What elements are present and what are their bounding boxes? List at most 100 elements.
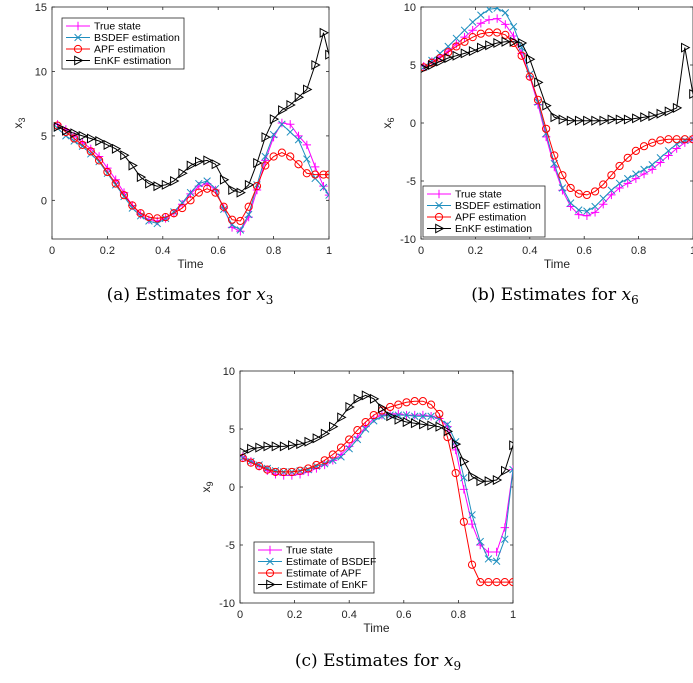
- data-point-a-0: [277, 118, 287, 128]
- data-point-c-3: [345, 401, 355, 412]
- data-point-b-0: [476, 19, 486, 28]
- series-line-a-3: [57, 32, 329, 194]
- caption-a-prefix: (a) Estimates for: [107, 285, 257, 305]
- data-point-a-2: [94, 156, 104, 165]
- y-tick-label: 5: [41, 131, 47, 143]
- data-point-a-0: [310, 162, 320, 172]
- data-point-a-3: [103, 139, 113, 150]
- data-point-a-3: [111, 143, 122, 154]
- x-tick-label: 0.8: [631, 245, 646, 257]
- caption-b-var: x: [622, 285, 632, 305]
- data-point-a-3: [228, 184, 238, 196]
- caption-a-var: x: [256, 285, 266, 305]
- legend-swatch-marker: [265, 568, 275, 578]
- data-point-c-1: [345, 444, 353, 453]
- y-axis-var-a: x: [11, 123, 25, 129]
- data-point-b-2: [656, 136, 665, 145]
- data-point-a-1: [319, 183, 328, 192]
- data-point-a-3: [261, 132, 271, 143]
- data-point-a-2: [269, 152, 278, 161]
- data-point-b-1: [591, 202, 599, 211]
- data-point-b-1: [648, 161, 656, 169]
- data-point-a-1: [186, 188, 195, 197]
- data-point-c-2: [418, 397, 428, 406]
- data-point-b-2: [639, 142, 649, 151]
- data-point-b-2: [688, 135, 693, 144]
- caption-c-var: x: [444, 651, 454, 671]
- data-point-b-3: [574, 115, 585, 126]
- legend-entry: APF estimation: [94, 44, 165, 56]
- data-point-c-1: [509, 465, 513, 474]
- data-point-c-0: [377, 410, 387, 420]
- y-tick-label: 5: [410, 60, 416, 72]
- data-point-c-1: [492, 557, 501, 565]
- data-point-b-3: [599, 115, 609, 126]
- data-point-b-1: [681, 136, 689, 145]
- data-point-b-1: [583, 207, 591, 215]
- data-point-a-2: [70, 134, 79, 143]
- data-point-c-0: [394, 409, 403, 419]
- data-point-c-3: [279, 441, 290, 452]
- data-point-b-3: [428, 59, 438, 71]
- data-point-a-1: [294, 136, 303, 144]
- legend-entry: EnKF estimation: [455, 223, 532, 235]
- series-a-1: [53, 120, 329, 234]
- y-tick-label: -5: [406, 176, 416, 188]
- y-axis-var-c: x: [199, 487, 213, 493]
- data-point-c-3: [394, 414, 404, 425]
- x-tick-label: 0.4: [342, 609, 357, 621]
- data-point-c-3: [271, 441, 282, 452]
- data-point-a-2: [186, 196, 195, 205]
- data-point-a-3: [178, 168, 188, 179]
- data-point-a-2: [194, 188, 203, 197]
- data-point-b-2: [476, 29, 485, 38]
- data-point-c-1: [394, 411, 403, 419]
- data-point-c-3: [509, 440, 513, 451]
- series-line-b-2: [423, 32, 693, 196]
- data-point-c-2: [508, 578, 513, 587]
- x-tick-label: 0.2: [100, 245, 115, 257]
- data-point-b-1: [566, 199, 575, 207]
- data-point-a-2: [153, 214, 162, 223]
- data-point-b-2: [607, 171, 616, 180]
- data-point-b-3: [640, 112, 650, 123]
- data-point-b-0: [484, 15, 494, 24]
- legend-swatch-marker: [266, 579, 276, 590]
- data-point-b-3: [558, 114, 568, 125]
- data-point-a-3: [70, 128, 80, 139]
- data-point-c-1: [501, 535, 509, 543]
- data-point-b-2: [468, 33, 477, 42]
- data-point-c-3: [320, 428, 331, 439]
- data-point-c-2: [402, 398, 411, 407]
- data-point-a-3: [161, 179, 172, 190]
- data-point-b-3: [623, 114, 634, 125]
- data-point-a-1: [269, 130, 278, 139]
- caption-a: (a) Estimates for x3: [107, 285, 274, 307]
- data-point-a-1: [286, 128, 294, 136]
- legend-entry: BSDEF estimation: [455, 200, 541, 212]
- y-tick-label: 0: [229, 482, 235, 494]
- legend-swatch-marker: [266, 557, 274, 566]
- y-tick-label: 5: [229, 424, 235, 436]
- data-point-c-3: [501, 465, 511, 476]
- data-point-a-3: [236, 187, 246, 198]
- x-axis-label-b: Time: [544, 257, 571, 271]
- x-tick-label: 1: [690, 245, 693, 257]
- data-point-c-2: [312, 460, 321, 470]
- data-point-b-2: [672, 135, 681, 144]
- data-point-b-1: [501, 9, 510, 17]
- data-point-c-0: [492, 547, 501, 557]
- data-point-b-3: [526, 54, 536, 65]
- data-point-b-1: [623, 174, 632, 183]
- data-point-b-1: [689, 135, 693, 143]
- data-point-b-2: [550, 151, 559, 160]
- legend-swatch-marker: [434, 189, 444, 199]
- data-point-a-2: [178, 203, 187, 213]
- caption-c: (c) Estimates for x9: [295, 651, 461, 673]
- data-point-b-1: [436, 49, 444, 58]
- data-point-b-3: [632, 113, 642, 124]
- data-point-a-1: [70, 137, 78, 145]
- data-point-c-2: [369, 410, 378, 420]
- data-point-c-2: [271, 467, 280, 477]
